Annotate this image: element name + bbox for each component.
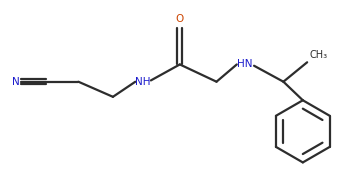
Text: O: O [176, 14, 184, 24]
Text: CH₃: CH₃ [310, 50, 328, 60]
Text: HN: HN [237, 59, 252, 69]
Text: N: N [12, 77, 19, 87]
Text: NH: NH [135, 77, 151, 87]
